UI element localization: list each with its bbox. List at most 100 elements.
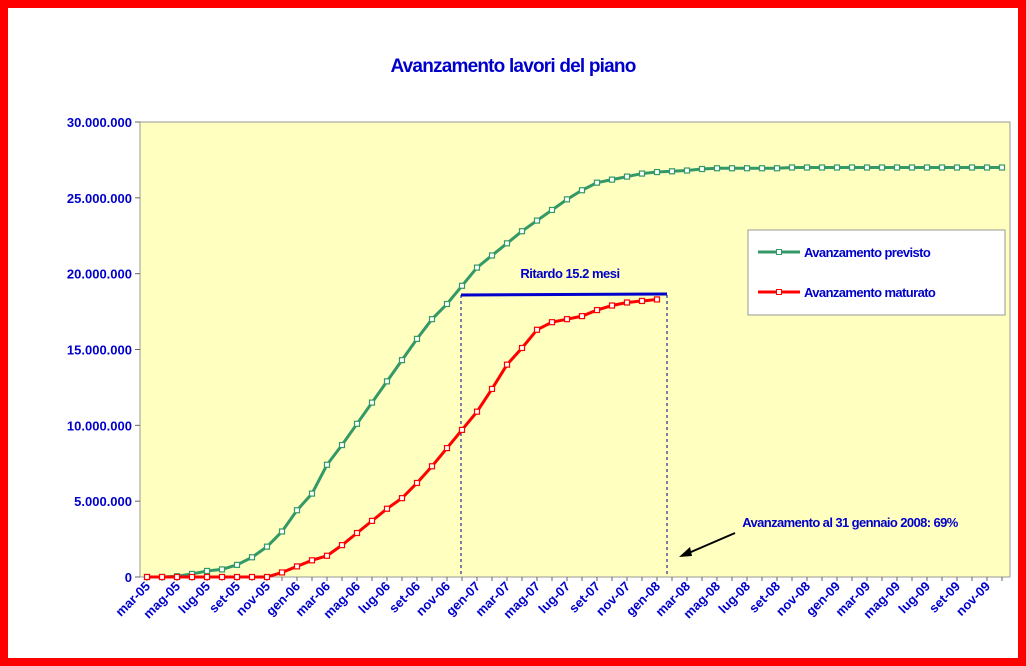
point	[413, 335, 421, 342]
point	[203, 567, 211, 575]
point	[338, 441, 346, 449]
point	[638, 170, 646, 177]
point	[578, 313, 586, 320]
point	[728, 165, 736, 172]
point	[398, 357, 406, 364]
point	[683, 167, 691, 174]
point	[593, 306, 601, 314]
point	[833, 164, 841, 171]
point	[548, 319, 556, 326]
point	[158, 573, 166, 581]
point	[443, 444, 451, 452]
point	[338, 542, 346, 549]
point	[278, 528, 286, 535]
point	[248, 573, 256, 581]
arrow	[683, 532, 736, 556]
point	[563, 196, 571, 203]
point	[953, 164, 961, 171]
point	[803, 164, 811, 171]
point	[938, 164, 946, 171]
point	[488, 385, 496, 393]
point	[458, 426, 466, 433]
point	[263, 573, 271, 581]
y-tick-label: 30.000.000	[67, 115, 132, 130]
point	[848, 164, 856, 171]
point	[203, 573, 211, 581]
y-tick-label: 20.000.000	[67, 267, 132, 282]
point	[383, 505, 391, 512]
point	[503, 240, 511, 247]
point	[533, 326, 541, 333]
point	[773, 165, 781, 172]
point	[593, 179, 601, 186]
point	[998, 164, 1006, 171]
point	[428, 316, 436, 323]
legend-marker	[776, 289, 782, 295]
delay-line	[460, 292, 668, 297]
point	[863, 164, 871, 171]
series-line	[147, 166, 1002, 579]
point	[413, 479, 421, 487]
arrow-head	[679, 547, 692, 557]
point	[278, 569, 286, 576]
point	[323, 461, 331, 468]
point	[878, 164, 886, 171]
point	[308, 490, 316, 497]
annotation: Ritardo 15.2 mesi	[520, 266, 619, 281]
point	[353, 529, 361, 537]
point	[518, 228, 526, 235]
point	[233, 573, 241, 581]
point	[488, 252, 496, 259]
point	[503, 361, 511, 368]
point	[668, 168, 676, 175]
point	[653, 296, 661, 303]
point	[218, 573, 226, 581]
point	[368, 517, 376, 524]
point	[518, 344, 526, 352]
point	[608, 302, 616, 309]
legend	[747, 229, 1006, 316]
y-tick-label: 15.000.000	[67, 343, 132, 358]
point	[473, 264, 481, 271]
point	[458, 282, 466, 289]
point	[428, 463, 436, 470]
point	[638, 297, 646, 305]
point	[143, 573, 151, 581]
point	[758, 165, 766, 172]
point	[353, 420, 361, 427]
point	[533, 217, 541, 224]
point	[398, 495, 406, 502]
y-tick-label: 10.000.000	[67, 418, 132, 433]
point	[983, 164, 991, 171]
point	[623, 173, 631, 180]
point	[383, 378, 391, 385]
plot-area	[139, 121, 1011, 578]
point	[188, 573, 196, 581]
chart-title: Avanzamento lavori del piano	[390, 56, 635, 77]
point	[443, 300, 451, 308]
point	[818, 164, 826, 171]
point	[293, 563, 301, 570]
point	[473, 408, 481, 415]
y-tick-label: 25.000.000	[67, 191, 132, 206]
point	[698, 165, 706, 173]
point	[368, 399, 376, 406]
point	[248, 554, 256, 561]
point	[788, 164, 796, 171]
point	[293, 507, 301, 514]
point	[323, 552, 331, 559]
point	[578, 187, 586, 194]
point	[218, 566, 226, 573]
legend-label: Avanzamento maturato	[804, 285, 936, 300]
point	[608, 176, 616, 183]
point	[908, 164, 916, 171]
point	[923, 164, 931, 171]
point	[548, 206, 556, 214]
y-tick-label: 5.000.000	[74, 494, 132, 509]
point	[968, 164, 976, 171]
point	[173, 573, 181, 581]
point	[653, 168, 661, 176]
y-tick-label: 0	[125, 570, 132, 585]
point	[263, 543, 271, 550]
